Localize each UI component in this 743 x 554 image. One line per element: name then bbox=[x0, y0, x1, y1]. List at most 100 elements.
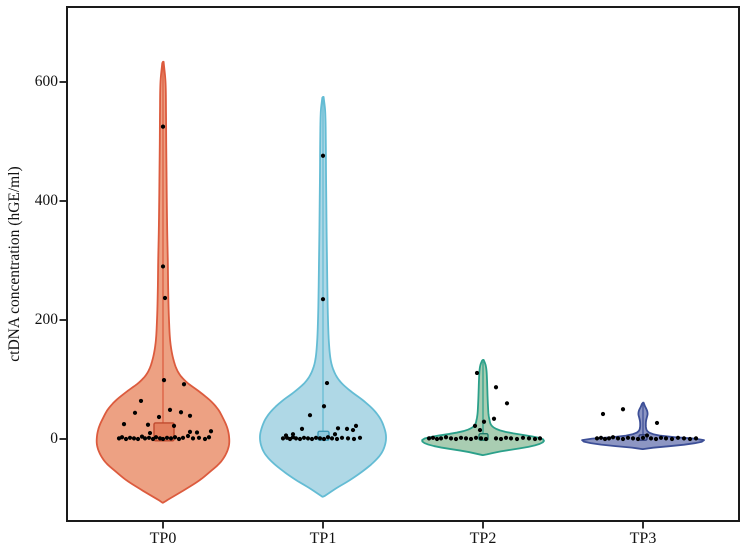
data-point-tp0 bbox=[176, 436, 182, 442]
data-point-tp1 bbox=[321, 436, 327, 442]
data-point-tp0 bbox=[185, 433, 191, 439]
data-point-tp1 bbox=[329, 436, 335, 441]
data-point-tp3 bbox=[648, 436, 654, 441]
data-point-tp0 bbox=[160, 124, 166, 129]
data-point-tp0 bbox=[153, 435, 159, 440]
x-tick-label-tp0: TP0 bbox=[149, 530, 177, 547]
data-point-tp3 bbox=[606, 436, 612, 441]
data-point-tp3 bbox=[693, 436, 699, 441]
data-point-tp1 bbox=[344, 426, 350, 431]
data-point-tp1 bbox=[299, 426, 305, 431]
data-point-tp0 bbox=[160, 436, 166, 442]
data-point-tp2 bbox=[498, 436, 504, 442]
data-point-tp0 bbox=[135, 436, 141, 442]
data-point-tp2 bbox=[426, 436, 432, 441]
data-point-tp3 bbox=[620, 436, 626, 442]
data-point-tp1 bbox=[351, 436, 357, 442]
data-point-tp2 bbox=[481, 419, 487, 424]
data-point-tp0 bbox=[202, 436, 208, 442]
data-point-tp3 bbox=[669, 436, 675, 442]
data-point-tp2 bbox=[520, 435, 526, 440]
data-point-tp2 bbox=[473, 435, 479, 440]
data-point-tp1 bbox=[324, 380, 330, 386]
data-point-tp3 bbox=[640, 435, 646, 440]
data-point-tp2 bbox=[537, 436, 543, 441]
data-point-tp2 bbox=[448, 436, 454, 441]
data-point-tp3 bbox=[687, 436, 693, 442]
data-point-tp0 bbox=[187, 413, 193, 418]
data-point-tp1 bbox=[334, 436, 340, 442]
data-point-tp2 bbox=[472, 423, 478, 429]
data-point-tp0 bbox=[146, 435, 152, 440]
data-point-tp1 bbox=[320, 153, 326, 158]
data-point-tp1 bbox=[293, 436, 299, 441]
data-point-tp0 bbox=[131, 436, 137, 441]
data-point-tp3 bbox=[602, 436, 608, 442]
data-point-tp2 bbox=[443, 435, 449, 440]
data-point-tp0 bbox=[123, 436, 129, 442]
data-point-tp0 bbox=[121, 422, 127, 427]
data-point-tp2 bbox=[532, 436, 538, 442]
data-point-tp2 bbox=[503, 435, 509, 440]
data-point-tp3 bbox=[598, 435, 604, 440]
data-point-tp0 bbox=[132, 410, 138, 415]
data-point-tp1 bbox=[290, 432, 296, 437]
data-point-tp3 bbox=[594, 436, 600, 441]
data-point-tp3 bbox=[600, 411, 606, 417]
data-point-tp0 bbox=[206, 435, 212, 440]
data-point-tp1 bbox=[309, 436, 315, 442]
y-tick-label-400: 400 bbox=[34, 192, 58, 209]
data-point-tp3 bbox=[654, 420, 660, 426]
data-point-tp2 bbox=[463, 436, 469, 441]
y-axis-label: ctDNA concentration (hGE/ml) bbox=[6, 166, 23, 362]
data-point-tp2 bbox=[468, 436, 474, 442]
y-tick-label-0: 0 bbox=[50, 430, 58, 447]
data-point-tp2 bbox=[508, 436, 514, 441]
data-point-tp2 bbox=[453, 436, 459, 442]
data-point-tp0 bbox=[168, 436, 174, 441]
data-point-tp1 bbox=[332, 432, 338, 437]
data-point-tp0 bbox=[167, 407, 173, 412]
data-point-tp3 bbox=[625, 435, 631, 440]
data-point-tp3 bbox=[675, 435, 681, 440]
data-point-tp0 bbox=[127, 435, 133, 440]
data-point-tp0 bbox=[180, 435, 186, 440]
data-point-tp0 bbox=[181, 382, 187, 387]
data-point-tp2 bbox=[483, 436, 489, 442]
data-point-tp2 bbox=[491, 416, 497, 421]
data-point-tp1 bbox=[297, 436, 303, 442]
data-point-tp3 bbox=[663, 436, 669, 441]
data-point-tp3 bbox=[681, 436, 687, 441]
data-point-tp2 bbox=[434, 436, 440, 442]
data-point-tp3 bbox=[630, 436, 636, 441]
data-point-tp1 bbox=[313, 435, 319, 440]
data-point-tp3 bbox=[615, 436, 621, 441]
plot-border bbox=[66, 6, 740, 522]
data-point-tp2 bbox=[478, 436, 484, 441]
data-point-tp2 bbox=[474, 370, 480, 376]
data-point-tp0 bbox=[161, 377, 167, 383]
data-point-tp0 bbox=[171, 423, 177, 429]
data-point-tp1 bbox=[317, 436, 323, 441]
data-point-tp1 bbox=[305, 436, 311, 441]
data-point-tp3 bbox=[658, 435, 664, 440]
data-point-tp1 bbox=[357, 435, 363, 440]
data-point-tp0 bbox=[147, 430, 153, 436]
x-tick-label-tp1: TP1 bbox=[309, 530, 337, 547]
data-point-tp1 bbox=[345, 436, 351, 441]
data-point-tp0 bbox=[196, 435, 202, 440]
data-point-tp1 bbox=[307, 413, 313, 418]
data-point-tp2 bbox=[493, 385, 499, 390]
data-point-tp0 bbox=[208, 429, 214, 434]
data-point-tp0 bbox=[162, 295, 168, 301]
data-point-tp0 bbox=[190, 436, 196, 441]
data-point-tp2 bbox=[526, 436, 532, 441]
data-point-tp3 bbox=[644, 433, 650, 438]
data-point-tp0 bbox=[172, 435, 178, 440]
data-point-tp2 bbox=[504, 401, 510, 406]
data-point-tp1 bbox=[320, 297, 326, 302]
data-point-tp1 bbox=[321, 404, 327, 409]
data-point-tp2 bbox=[438, 436, 444, 441]
